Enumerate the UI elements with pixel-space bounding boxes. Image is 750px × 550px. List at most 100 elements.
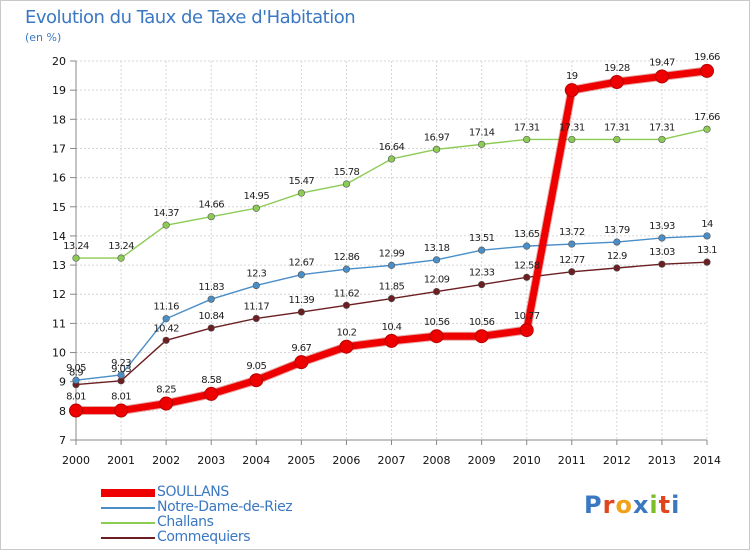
y-tick-label: 17 [52,142,66,155]
data-label: 14 [701,219,713,230]
data-label: 19.28 [604,63,630,74]
data-point [207,324,215,332]
x-tick-label: 2006 [332,454,360,467]
data-label: 16.64 [379,142,405,153]
x-tick-label: 2008 [423,454,451,467]
data-point [613,135,621,144]
data-point [252,204,260,212]
data-point [432,256,441,264]
data-point [654,69,669,84]
data-label: 19 [566,71,578,82]
data-label: 14.95 [243,191,269,202]
logo-letter: i [671,491,681,519]
data-label: 10.56 [424,317,450,328]
x-tick-label: 2011 [558,454,586,467]
data-label: 12.33 [469,268,495,279]
data-point [609,74,624,89]
data-point [523,242,531,250]
data-label: 13.93 [649,221,675,232]
proxiti-logo: Proxiti [584,491,680,519]
data-label: 12.86 [334,252,360,263]
data-point [478,246,486,254]
data-label: 12.9 [607,251,627,262]
data-label: 17.14 [469,127,495,138]
data-point [342,265,351,273]
data-point [159,396,174,411]
x-tick-label: 2014 [693,454,721,467]
y-tick-label: 13 [52,259,66,272]
data-label: 9.03 [111,364,131,375]
data-label: 13.24 [63,241,89,252]
data-point [478,140,486,148]
legend-label: Challans [157,514,214,530]
data-point [700,63,714,78]
data-label: 19.47 [649,57,675,68]
data-label: 10.2 [336,328,356,339]
data-point [703,258,711,266]
data-label: 17.31 [604,122,630,133]
x-tick-label: 2003 [197,454,225,467]
data-point [613,264,621,272]
data-label: 15.47 [289,176,315,187]
data-point [703,232,711,240]
data-point [162,336,170,344]
data-label: 12.09 [424,275,450,286]
data-point [387,261,396,269]
y-tick-label: 7 [59,434,66,447]
data-label: 13.65 [514,229,540,240]
data-point [429,329,444,344]
data-label: 13.51 [469,233,495,244]
data-label: 17.31 [649,122,675,133]
data-label: 13.03 [649,247,675,258]
data-point [114,403,129,418]
data-point [658,135,666,144]
data-point [387,295,396,303]
data-point [523,135,531,144]
data-point [384,333,399,348]
y-tick-label: 12 [52,288,66,301]
data-point [339,339,354,354]
data-label: 13.79 [604,225,630,236]
data-point [117,371,125,379]
data-point [297,189,305,197]
data-point [162,315,170,323]
series-soullans [69,63,714,418]
data-label: 9.23 [111,358,131,369]
x-tick-label: 2005 [287,454,315,467]
x-tick-label: 2000 [62,454,90,467]
data-label: 8.01 [66,392,86,403]
legend-swatch [101,507,155,509]
data-label: 17.66 [694,112,720,123]
data-label: 10.84 [198,311,224,322]
series-layer [69,63,714,418]
y-tick-label: 15 [52,201,66,214]
y-tick-label: 16 [52,172,66,185]
series-notre-dame-de-riez [72,232,711,384]
data-point [387,155,396,163]
data-label: 11.16 [153,302,179,313]
data-label: 11.62 [334,288,360,299]
y-tick-label: 9 [59,376,66,389]
logo-letter: x [632,491,650,519]
data-label: 12.58 [514,260,540,271]
logo-letter: r [602,491,616,519]
data-label: 10.4 [382,322,402,333]
data-label: 14.66 [198,200,224,211]
data-label: 10.42 [153,323,179,334]
unit-label: (en %) [25,31,62,44]
data-label: 11.85 [379,282,405,293]
legend-swatch [101,522,155,524]
data-point [342,301,351,309]
data-label: 15.78 [334,167,360,178]
data-label: 10.77 [514,311,540,322]
x-tick-label: 2004 [242,454,270,467]
y-tick-label: 20 [52,55,66,68]
legend-swatch [101,489,155,497]
data-point [72,376,80,384]
x-tick-label: 2001 [107,454,135,467]
data-point [474,329,489,344]
data-label: 8.25 [156,385,176,396]
data-label: 17.31 [559,122,585,133]
